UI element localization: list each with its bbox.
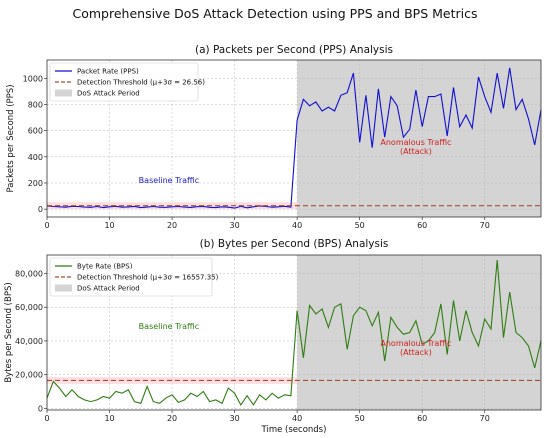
legend-label: DoS Attack Period xyxy=(77,285,140,293)
x-tick-label: 10 xyxy=(104,414,114,423)
threshold-band xyxy=(47,202,298,210)
y-tick-label: 20,000 xyxy=(15,371,43,380)
x-tick-label: 60 xyxy=(417,221,427,230)
legend-label: Byte Rate (BPS) xyxy=(77,263,133,271)
data-series-line xyxy=(46,260,542,406)
baseline-annotation: Baseline Traffic xyxy=(139,322,200,331)
y-axis-label: Packets per Second (PPS) xyxy=(6,84,16,192)
legend-box xyxy=(49,257,213,297)
axes-frame xyxy=(46,59,542,218)
legend-label: Detection Threshold (μ+3σ = 16557.35) xyxy=(77,274,219,282)
x-tick-label: 0 xyxy=(44,221,49,230)
legend-box xyxy=(49,62,199,102)
y-axis-label: Bytes per Second (BPS) xyxy=(4,282,14,382)
x-tick-label: 50 xyxy=(355,221,365,230)
y-tick-label: 600 xyxy=(28,127,43,136)
annotation-line: Anomalous Traffic xyxy=(380,138,451,147)
y-tick-label: 0 xyxy=(38,205,43,214)
x-tick-label: 0 xyxy=(44,414,49,423)
y-tick-label: 40,000 xyxy=(15,337,43,346)
data-series-line xyxy=(46,67,542,209)
attack-annotation: Anomalous Traffic (Attack) xyxy=(380,138,451,156)
legend-label: Packet Rate (PPS) xyxy=(77,68,139,76)
annotation-line: Anomalous Traffic xyxy=(380,339,451,348)
y-tick-label: 1000 xyxy=(23,74,43,83)
x-tick-label: 30 xyxy=(230,414,240,423)
attack-period-shade xyxy=(297,60,541,217)
x-tick-label: 20 xyxy=(167,221,177,230)
y-tick-label: 800 xyxy=(28,100,43,109)
x-tick-label: 30 xyxy=(230,221,240,230)
x-tick-label: 70 xyxy=(480,414,490,423)
figure-title: Comprehensive DoS Attack Detection using… xyxy=(73,6,478,21)
annotation-line: (Attack) xyxy=(400,348,432,357)
y-tick-label: 200 xyxy=(28,179,43,188)
legend: Byte Rate (BPS) Detection Threshold (μ+3σ… xyxy=(49,257,219,297)
panel-bps: 0 10 20 30 40 50 60 70 0 20,000 40,000 60,000 80,000… xyxy=(4,238,542,435)
x-tick-label: 50 xyxy=(355,414,365,423)
panel-title: (a) Packets per Second (PPS) Analysis xyxy=(195,44,393,56)
x-tick-label: 60 xyxy=(417,414,427,423)
x-tick-label: 40 xyxy=(292,221,302,230)
axes-frame xyxy=(46,254,542,411)
legend-label: DoS Attack Period xyxy=(77,90,140,98)
panel-pps: 0 10 20 30 40 50 60 70 0 200 400 600 800 1000 (a) Pack… xyxy=(6,44,542,230)
attack-annotation: Anomalous Traffic (Attack) xyxy=(380,339,451,357)
legend: Packet Rate (PPS) Detection Threshold (μ+… xyxy=(49,62,205,102)
legend-swatch-patch xyxy=(55,89,72,97)
x-tick-label: 70 xyxy=(480,221,490,230)
threshold-band xyxy=(47,377,298,384)
x-axis-label: Time (seconds) xyxy=(261,425,327,435)
x-tick-label: 10 xyxy=(104,221,114,230)
annotation-line: (Attack) xyxy=(400,147,432,156)
annotation-line: Baseline Traffic xyxy=(139,176,200,185)
legend-label: Detection Threshold (μ+3σ = 26.56) xyxy=(77,79,205,87)
x-tick-label: 40 xyxy=(292,414,302,423)
baseline-annotation: Baseline Traffic xyxy=(139,176,200,185)
panel-title: (b) Bytes per Second (BPS) Analysis xyxy=(200,238,389,250)
y-tick-label: 80,000 xyxy=(15,270,43,279)
legend-swatch-patch xyxy=(55,284,72,292)
y-tick-label: 60,000 xyxy=(15,303,43,312)
y-tick-label: 400 xyxy=(28,153,43,162)
annotation-line: Baseline Traffic xyxy=(139,322,200,331)
y-tick-label: 0 xyxy=(38,404,43,413)
x-tick-label: 20 xyxy=(167,414,177,423)
